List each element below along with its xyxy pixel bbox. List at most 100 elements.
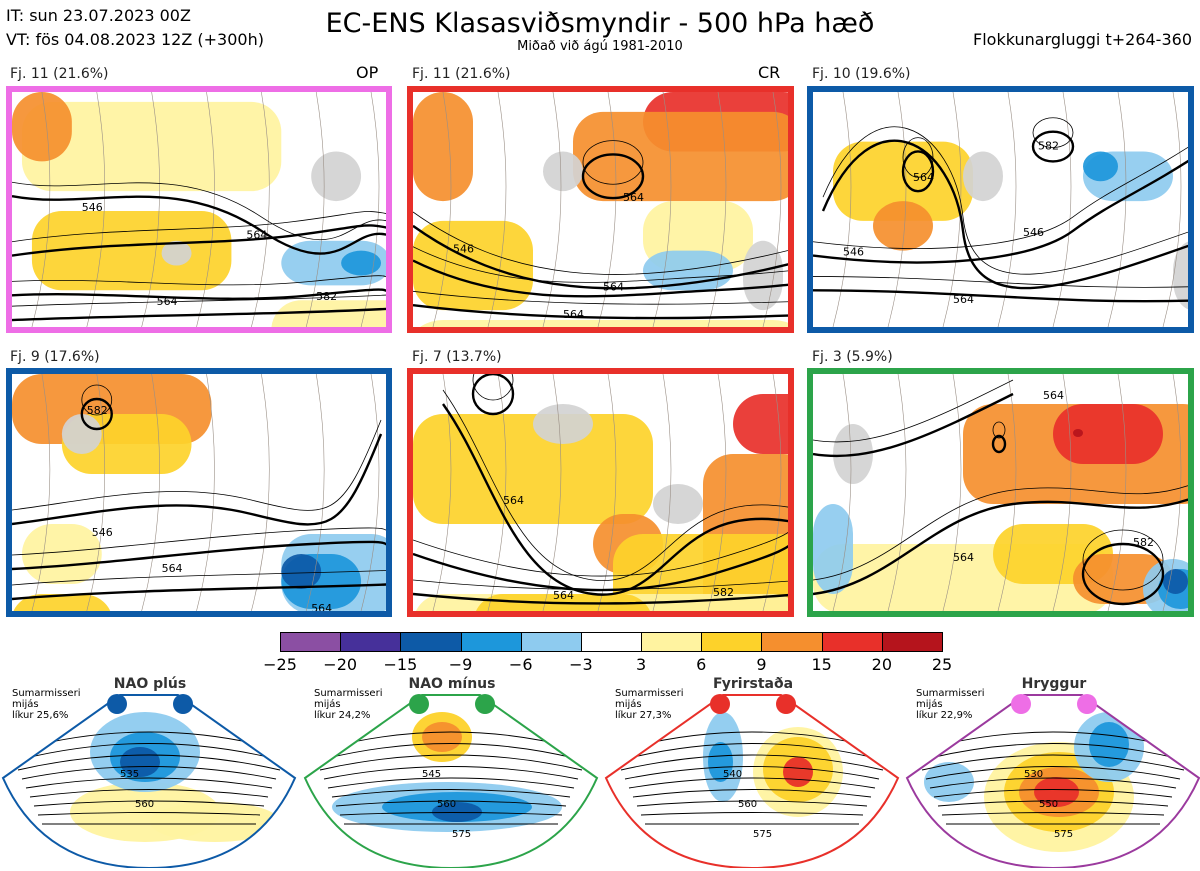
height-contour (413, 259, 788, 298)
height-contour (413, 304, 788, 320)
initial-time: IT: sun 23.07.2023 00Z (6, 6, 191, 25)
panel-2-label: Fj. 11 (21.6%) (412, 66, 511, 82)
height-contour (12, 288, 386, 300)
panel-2-tag: CR (758, 63, 781, 82)
regime-prob: líkur 25,6% (12, 710, 69, 721)
anomaly-area (1053, 404, 1163, 464)
contour-label: 564 (162, 562, 183, 575)
height-contour (1031, 130, 1075, 163)
height-contour (17, 754, 281, 771)
height-contour (917, 743, 1189, 762)
colorbar-swatch (821, 632, 883, 652)
graticule-line (432, 374, 452, 611)
contour-label: 582 (87, 404, 108, 417)
height-contour (821, 139, 1188, 290)
colorbar-swatch (580, 632, 643, 652)
regime-season: Sumarmisseri (615, 688, 684, 699)
height-contour-minor (813, 276, 1188, 288)
contour-label: 535 (120, 769, 139, 780)
anomaly-area (873, 201, 933, 251)
graticule-line (707, 92, 727, 327)
regime-prob: líkur 27,3% (615, 710, 672, 721)
height-contour-minor (472, 374, 514, 401)
anomaly-area (413, 220, 533, 311)
contour-label: 575 (1054, 829, 1073, 840)
height-contour (25, 777, 273, 789)
cluster-map-panel-3[interactable]: 546 546 564 564 582 (807, 86, 1194, 333)
colorbar-tick-label: −6 (508, 655, 533, 674)
height-contour-minor (12, 419, 382, 511)
regime-marker-dot (776, 694, 796, 714)
height-contour-minor (902, 137, 934, 178)
contour-label: 560 (437, 799, 456, 810)
height-contour (636, 800, 868, 807)
regime-border (303, 694, 599, 868)
cluster-map-panel-2[interactable]: 546 564 564 564 (407, 86, 794, 333)
colorbar-swatch (340, 632, 402, 652)
contour-label: 564 (1043, 389, 1064, 402)
regime-border (604, 694, 900, 868)
height-contour (12, 307, 386, 322)
regime-freq: mijás (615, 699, 642, 710)
colorbar-tick-label: 15 (811, 655, 832, 674)
cluster-map-panel-5[interactable]: 564 564 582 (407, 368, 794, 617)
height-contour (616, 743, 888, 762)
height-contour-minor (813, 146, 1188, 249)
cluster-map-panel-6[interactable]: 564 582 564 (807, 368, 1194, 617)
anomaly-area (420, 320, 788, 327)
height-contour (991, 434, 1007, 454)
graticule-line (887, 92, 907, 327)
anomaly-area (13, 594, 111, 611)
contour-label: 550 (1039, 799, 1058, 810)
regime-marker-dot (1077, 694, 1097, 714)
contour-label: 545 (422, 769, 441, 780)
graticule-line (542, 92, 562, 327)
contour-label: 564 (563, 308, 584, 321)
regime-prob: líkur 24,2% (314, 710, 371, 721)
height-contour (335, 800, 567, 807)
height-contour-minor (413, 211, 788, 275)
graticule-line (762, 374, 782, 611)
cluster-map-panel-4[interactable]: 546 564 564 582 (6, 368, 392, 617)
regime-map: 530 550 575 (905, 694, 1200, 868)
contour-label: 530 (1024, 769, 1043, 780)
height-contour (929, 777, 1177, 789)
height-contour (327, 777, 575, 789)
height-contour (640, 812, 864, 816)
cluster-map-panel-1[interactable]: 546 564 564 582 (6, 86, 392, 333)
anomaly-area (613, 534, 788, 611)
graticule-line (997, 374, 1017, 611)
colorbar-tick-label: −15 (383, 655, 418, 674)
regime-freq: mijás (314, 699, 341, 710)
contour-label: 546 (843, 246, 864, 259)
regime-season: Sumarmisseri (314, 688, 383, 699)
graticule-line (305, 374, 325, 611)
colorbar-swatch (701, 632, 763, 652)
height-contour (1081, 542, 1165, 606)
height-contour (315, 743, 587, 762)
graticule-line (1107, 92, 1127, 327)
panel-4-label: Fj. 9 (17.6%) (10, 349, 100, 365)
height-contour-minor (12, 570, 386, 586)
height-contour (13, 743, 285, 762)
anomaly-area (733, 394, 788, 454)
anomaly-area (708, 742, 733, 782)
colorbar-tick-label: 9 (756, 655, 767, 674)
graticule-line (542, 374, 562, 611)
anomaly-area (31, 210, 232, 291)
valid-time: VT: fös 04.08.2023 12Z (+300h) (6, 30, 264, 49)
contour-label: 564 (503, 494, 524, 507)
header-info: IT: sun 23.07.2023 00Z VT: fös 04.08.202… (6, 4, 264, 52)
height-contour (925, 766, 1181, 780)
regime-info: Sumarmisseri mijás líkur 27,3% (615, 688, 683, 721)
graticule-line (141, 374, 160, 611)
height-contour (33, 800, 265, 807)
height-contour (620, 754, 884, 771)
anomaly-area (432, 802, 482, 822)
colorbar-tick-label: −25 (263, 655, 297, 674)
panel-1-label: Fj. 11 (21.6%) (10, 66, 109, 82)
regime-map: 535 560 (1, 694, 297, 868)
colorbar-tick-label: −20 (323, 655, 358, 674)
page-title: EC-ENS Klasasviðsmyndir - 500 hPa hæð (325, 8, 875, 39)
height-contour-minor (413, 246, 788, 283)
